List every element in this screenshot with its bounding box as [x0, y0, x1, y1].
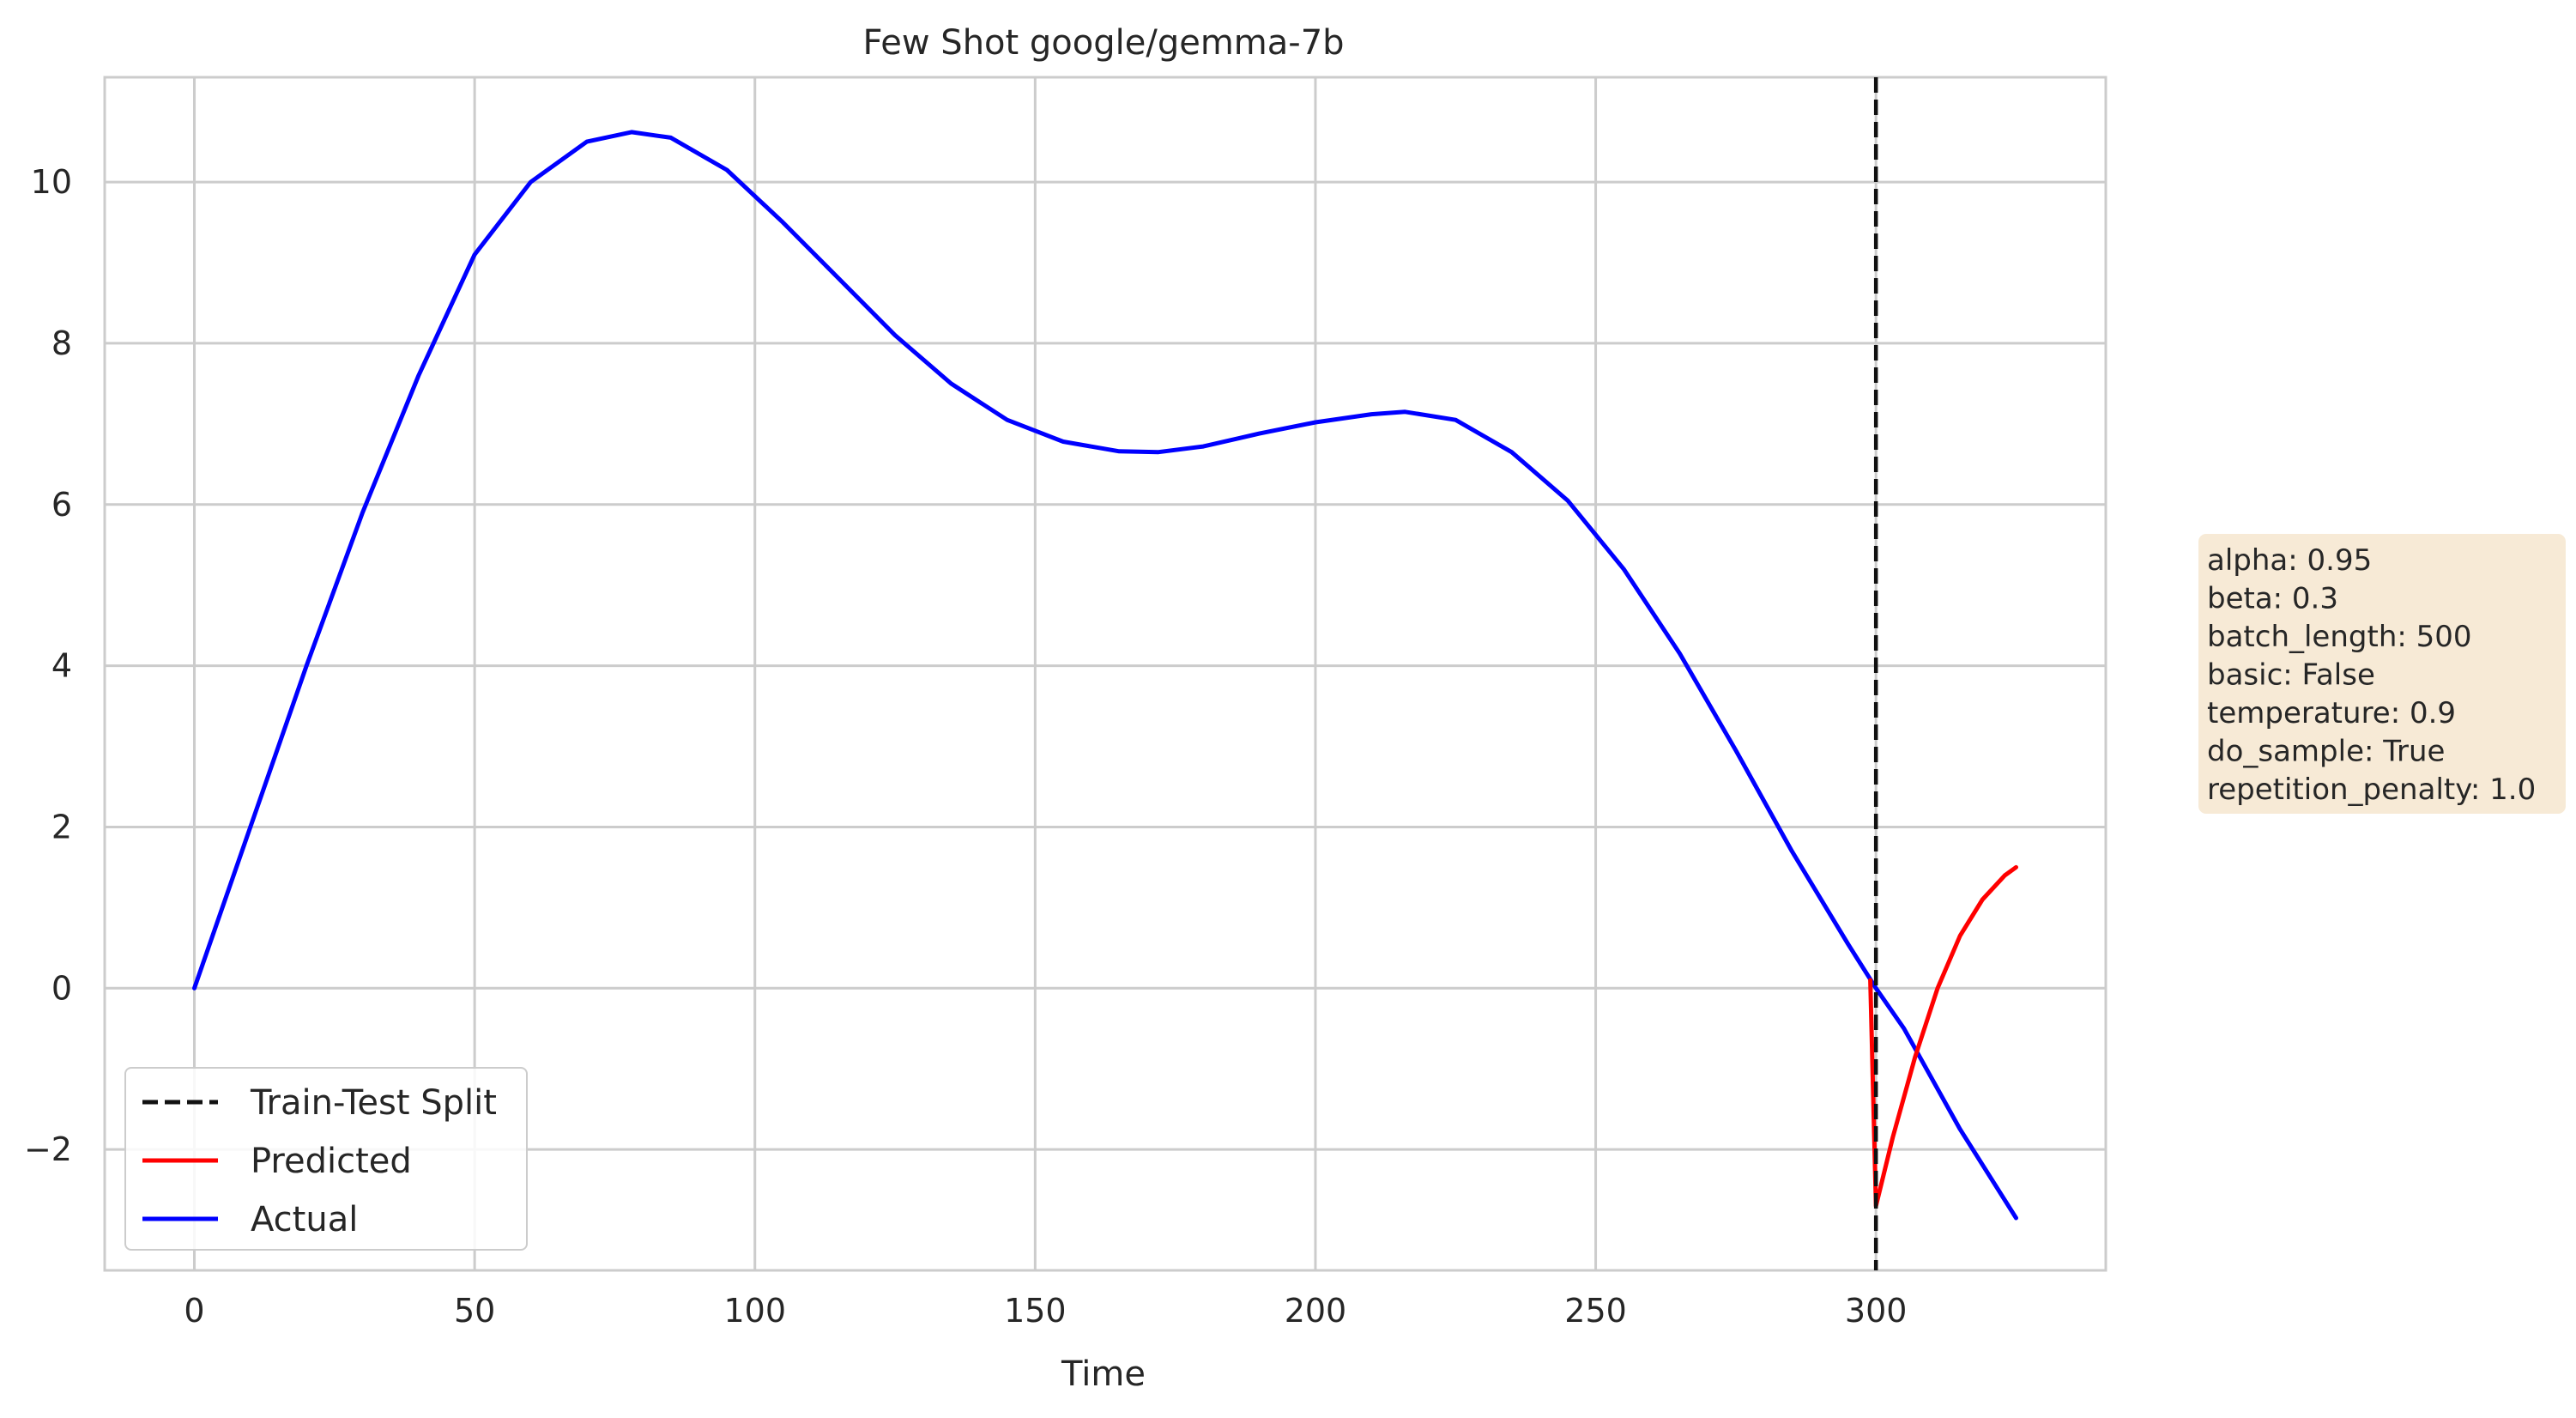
x-tick-label: 200 [1285, 1292, 1347, 1330]
x-tick-label: 300 [1845, 1292, 1908, 1330]
series-lines [192, 130, 2018, 1221]
y-tick-label: 8 [51, 324, 72, 362]
legend-label: Actual [251, 1200, 358, 1239]
info-box-line: alpha: 0.95 [2207, 543, 2372, 578]
y-tick-labels: −2 0 2 4 6 8 10 [24, 163, 72, 1168]
legend: Train-Test Split Predicted Actual [124, 1067, 528, 1251]
info-box-line: temperature: 0.9 [2207, 696, 2456, 730]
legend-frame [124, 1067, 528, 1251]
y-tick-label: 6 [51, 486, 72, 524]
y-tick-label: −2 [24, 1130, 72, 1168]
y-tick-label: 2 [51, 808, 72, 845]
x-axis-label: Time [1061, 1354, 1146, 1394]
x-tick-label: 100 [723, 1292, 786, 1330]
x-tick-label: 0 [184, 1292, 204, 1330]
x-tick-label: 150 [1004, 1292, 1067, 1330]
info-box-line: repetition_penalty: 1.0 [2207, 773, 2536, 807]
predicted-series-line [1868, 864, 2018, 1209]
y-tick-label: 0 [51, 969, 72, 1007]
x-tick-label: 250 [1564, 1292, 1627, 1330]
info-box-line: basic: False [2207, 658, 2375, 693]
y-tick-label: 4 [51, 647, 72, 685]
chart-title: Few Shot google/gemma-7b [862, 23, 1344, 63]
info-box-line: batch_length: 500 [2207, 620, 2472, 654]
plot-frame [103, 76, 2107, 1272]
legend-label: Predicted [251, 1142, 412, 1181]
y-tick-label: 10 [31, 163, 72, 201]
info-box-background [2198, 534, 2566, 814]
actual-series-line [192, 130, 2018, 1221]
info-box-line: beta: 0.3 [2207, 582, 2338, 616]
info-box-line: do_sample: True [2207, 735, 2445, 769]
x-tick-label: 50 [454, 1292, 495, 1330]
legend-label: Train-Test Split [250, 1083, 497, 1123]
parameter-info-box: alpha: 0.95 beta: 0.3 batch_length: 500 bas… [2198, 534, 2566, 814]
x-tick-labels: 0 50 100 150 200 250 300 [184, 1292, 1907, 1330]
